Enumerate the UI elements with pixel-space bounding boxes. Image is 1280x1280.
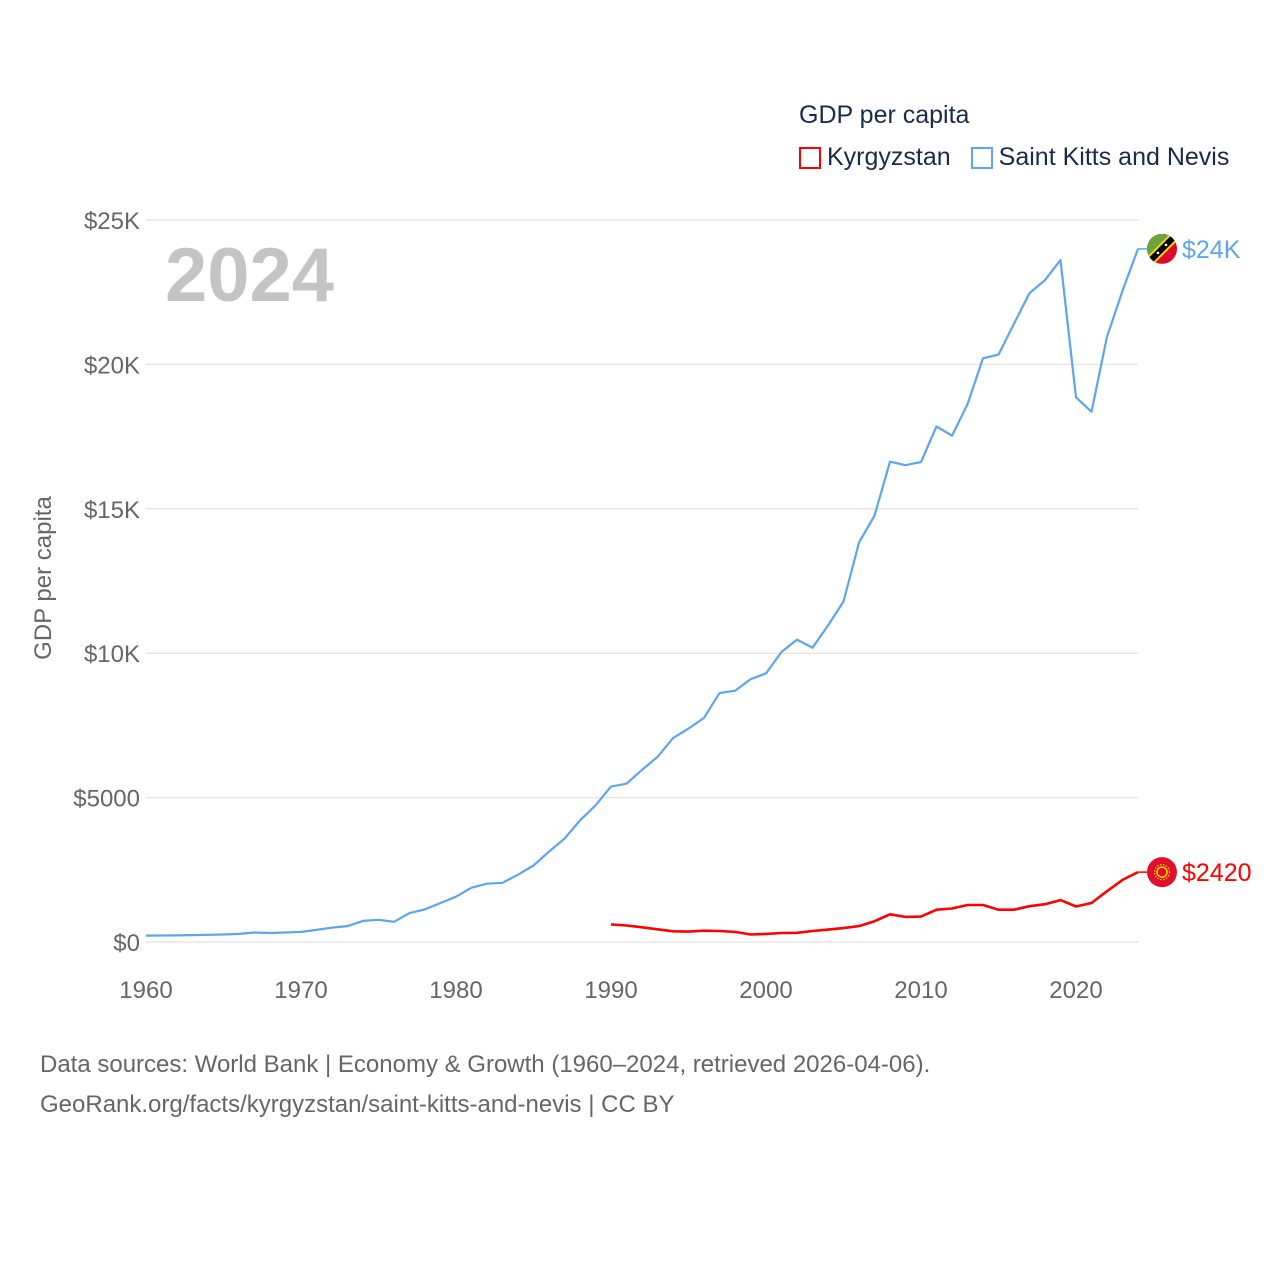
kyrgyzstan-flag-sun	[1156, 866, 1168, 878]
end-value-label: $2420	[1182, 859, 1252, 887]
legend-title: GDP per capita	[799, 101, 970, 129]
x-tick-label: 1980	[429, 977, 482, 1004]
kyrgyzstan-flag-icon	[1147, 857, 1177, 888]
legend-label: Saint Kitts and Nevis	[998, 143, 1230, 171]
legend-swatch-kyrgyzstan	[799, 146, 821, 169]
x-tick-label: 1990	[584, 977, 637, 1004]
year-label: 2024	[165, 233, 335, 318]
x-tick-label: 2010	[894, 977, 947, 1004]
x-tick-label: 2020	[1049, 977, 1102, 1004]
legend: Kyrgyzstan Saint Kitts and Nevis	[799, 143, 1249, 172]
y-tick-label: $0	[113, 930, 140, 957]
legend-label: Kyrgyzstan	[827, 143, 951, 171]
series-line-saint-kitts-and-nevis	[145, 248, 1140, 937]
y-tick-label: $25K	[84, 208, 140, 235]
y-tick-label: $10K	[84, 641, 140, 668]
legend-item-saint-kitts[interactable]: Saint Kitts and Nevis	[970, 143, 1230, 172]
y-tick-label: $15K	[84, 497, 140, 524]
x-tick-label: 1970	[274, 977, 327, 1004]
y-tick-label: $5000	[73, 786, 140, 813]
legend-item-kyrgyzstan[interactable]: Kyrgyzstan	[799, 143, 951, 172]
end-value-label: $24K	[1182, 236, 1241, 264]
x-tick-label: 2000	[739, 977, 792, 1004]
legend-swatch-saint-kitts	[970, 146, 993, 169]
source-link[interactable]: GeoRank.org/facts/kyrgyzstan/saint-kitts…	[40, 1091, 675, 1118]
kyrgyzstan-flag-rays	[1153, 864, 1171, 881]
series-line-kyrgyzstan	[610, 870, 1139, 936]
footer: Data sources: World Bank | Economy & Gro…	[40, 1045, 930, 1125]
y-tick-label: $20K	[84, 352, 140, 379]
saint-kitts-and-nevis-flag-icon	[1147, 233, 1177, 264]
x-tick-label: 1960	[119, 977, 172, 1004]
y-axis-label: GDP per capita	[30, 496, 57, 660]
data-sources: Data sources: World Bank | Economy & Gro…	[40, 1051, 931, 1078]
